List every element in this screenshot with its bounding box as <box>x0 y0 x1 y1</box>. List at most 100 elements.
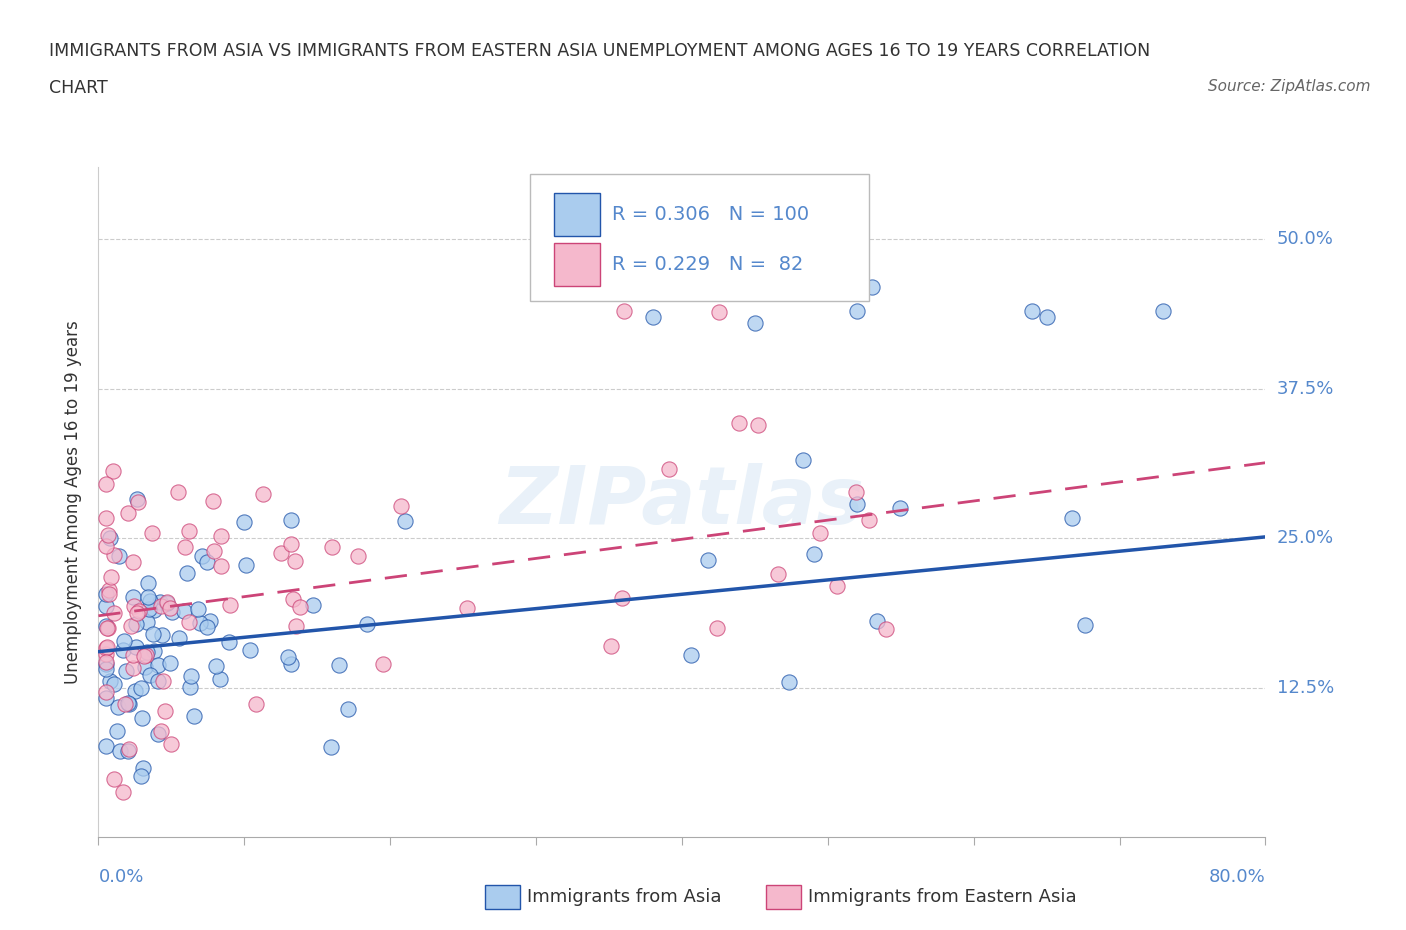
Point <box>846 497 869 512</box>
Point <box>117 744 139 759</box>
Point <box>277 649 299 664</box>
Point <box>127 495 149 510</box>
Point <box>131 768 153 783</box>
Point <box>103 605 125 620</box>
Point <box>118 742 141 757</box>
Point <box>128 604 150 619</box>
Point <box>96 690 118 705</box>
Text: R = 0.306   N = 100: R = 0.306 N = 100 <box>612 205 808 224</box>
Point <box>280 512 302 527</box>
Point <box>94 641 117 656</box>
Point <box>156 594 179 609</box>
Point <box>114 696 136 711</box>
Point <box>766 567 789 582</box>
Point <box>146 658 169 672</box>
Point <box>245 697 267 711</box>
Point <box>142 627 165 642</box>
Point <box>183 709 205 724</box>
Point <box>122 648 145 663</box>
Point <box>112 633 135 648</box>
Point <box>124 684 146 698</box>
Point <box>697 553 720 568</box>
Point <box>146 673 169 688</box>
Point <box>792 453 814 468</box>
Point <box>176 566 198 581</box>
Point <box>134 659 156 674</box>
Point <box>173 604 195 618</box>
Point <box>456 600 478 615</box>
Point <box>105 724 128 738</box>
FancyBboxPatch shape <box>554 193 600 236</box>
Point <box>94 646 117 661</box>
Text: 25.0%: 25.0% <box>1277 529 1334 547</box>
Point <box>198 614 221 629</box>
Point <box>187 602 209 617</box>
Text: ZIPatlas: ZIPatlas <box>499 463 865 541</box>
Point <box>205 658 228 673</box>
Point <box>143 644 166 658</box>
Point <box>153 704 176 719</box>
Point <box>744 315 766 330</box>
Point <box>149 724 172 738</box>
Point <box>136 590 159 604</box>
Point <box>94 586 117 601</box>
Point <box>125 492 148 507</box>
Point <box>803 547 825 562</box>
Point <box>131 711 153 725</box>
Point <box>239 642 262 657</box>
Point <box>94 661 117 676</box>
Point <box>875 621 897 636</box>
Point <box>122 555 145 570</box>
Point <box>112 784 135 799</box>
Point <box>252 486 274 501</box>
Point <box>180 669 202 684</box>
Point <box>96 640 118 655</box>
Point <box>98 583 121 598</box>
Point <box>598 268 620 283</box>
Point <box>141 525 163 540</box>
Point <box>657 461 679 476</box>
Point <box>177 524 200 538</box>
Point <box>284 553 307 568</box>
Point <box>302 597 325 612</box>
Point <box>167 485 190 499</box>
Point <box>124 617 146 631</box>
Point <box>190 616 212 631</box>
Point <box>285 618 308 633</box>
Point <box>124 599 146 614</box>
Point <box>94 657 117 671</box>
Point <box>125 639 148 654</box>
Point <box>94 738 117 753</box>
Point <box>98 587 121 602</box>
Point <box>160 605 183 620</box>
Point <box>135 648 157 663</box>
Point <box>641 310 664 325</box>
Point <box>150 599 173 614</box>
Point <box>100 570 122 585</box>
Text: Immigrants from Asia: Immigrants from Asia <box>527 887 721 906</box>
Point <box>825 578 848 593</box>
Text: Source: ZipAtlas.com: Source: ZipAtlas.com <box>1208 79 1371 94</box>
Point <box>135 615 157 630</box>
Point <box>159 737 181 751</box>
Point <box>150 628 173 643</box>
Point <box>328 658 350 673</box>
Point <box>96 620 118 635</box>
Point <box>889 501 911 516</box>
Point <box>103 677 125 692</box>
Point <box>117 505 139 520</box>
Point <box>373 657 395 671</box>
Text: IMMIGRANTS FROM ASIA VS IMMIGRANTS FROM EASTERN ASIA UNEMPLOYMENT AMONG AGES 16 : IMMIGRANTS FROM ASIA VS IMMIGRANTS FROM … <box>49 42 1150 60</box>
Point <box>94 477 117 492</box>
Text: CHART: CHART <box>49 79 108 97</box>
Point <box>98 530 121 545</box>
Point <box>108 743 131 758</box>
Point <box>283 591 305 606</box>
Point <box>112 643 135 658</box>
Point <box>107 699 129 714</box>
Point <box>94 511 117 525</box>
Point <box>235 558 257 573</box>
Point <box>860 280 883 295</box>
Point <box>94 684 117 699</box>
Point <box>233 515 256 530</box>
